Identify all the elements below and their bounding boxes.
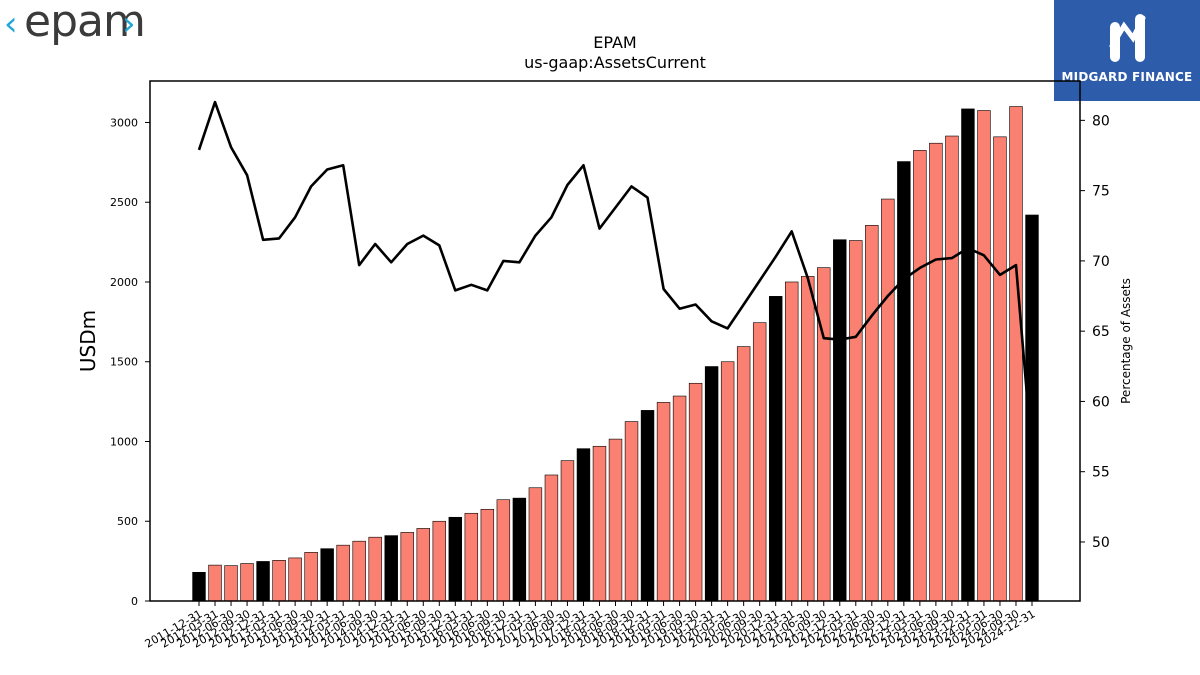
y2-tick-label: 55 bbox=[1092, 465, 1110, 481]
bar bbox=[801, 276, 815, 602]
y-tick-label: 2000 bbox=[110, 276, 138, 289]
bar bbox=[1009, 106, 1023, 602]
bar bbox=[320, 548, 334, 602]
bar bbox=[977, 110, 991, 602]
bar bbox=[865, 225, 879, 602]
bar bbox=[608, 438, 623, 602]
bar-series bbox=[192, 106, 1039, 602]
y2-tick-label: 75 bbox=[1092, 184, 1110, 200]
y2-tick-label: 60 bbox=[1092, 394, 1110, 410]
bar bbox=[881, 198, 895, 602]
bar bbox=[688, 382, 703, 602]
y2-tick-label: 80 bbox=[1092, 113, 1110, 129]
bar bbox=[961, 108, 975, 602]
chart-subtitle: us-gaap:AssetsCurrent bbox=[524, 53, 706, 72]
bar bbox=[368, 536, 382, 602]
bar bbox=[352, 540, 366, 602]
bar bbox=[240, 563, 254, 602]
bar bbox=[945, 135, 959, 602]
bar bbox=[256, 561, 270, 602]
bar bbox=[672, 395, 687, 602]
bar bbox=[704, 366, 719, 602]
y2-tick-label: 65 bbox=[1092, 324, 1110, 340]
y2-axis-label: Percentage of Assets bbox=[1119, 278, 1133, 404]
bar bbox=[208, 564, 222, 602]
bar bbox=[544, 474, 559, 602]
bar bbox=[576, 448, 591, 602]
y-tick-label: 3000 bbox=[110, 116, 138, 129]
bar bbox=[897, 161, 911, 602]
partner-logo-text: MIDGARD FINANCE bbox=[1061, 70, 1193, 84]
plot-frame bbox=[149, 80, 1081, 602]
chart-title: EPAM bbox=[593, 33, 636, 52]
bar bbox=[448, 516, 463, 602]
bar bbox=[528, 487, 543, 602]
bar bbox=[464, 512, 479, 602]
bar bbox=[752, 322, 767, 602]
bar bbox=[400, 532, 414, 602]
bar bbox=[849, 240, 863, 602]
epam-logo: ‹ epam › bbox=[4, 0, 146, 54]
bar bbox=[224, 565, 238, 602]
chevron-right-icon: › bbox=[122, 4, 136, 44]
bar bbox=[480, 508, 495, 602]
right-axis-ticks: 50 55 60 65 70 75 80 bbox=[1080, 113, 1110, 551]
bar bbox=[592, 445, 607, 602]
y-tick-label: 0 bbox=[131, 595, 138, 608]
bar bbox=[288, 557, 302, 602]
bar bbox=[304, 552, 318, 602]
y-tick-label: 500 bbox=[117, 515, 138, 528]
company-logo-text: epam bbox=[24, 0, 144, 47]
bar bbox=[384, 535, 398, 602]
line-series bbox=[197, 100, 1034, 455]
bar bbox=[496, 499, 511, 602]
bar bbox=[736, 346, 751, 602]
chevron-left-icon: ‹ bbox=[4, 4, 18, 44]
bar bbox=[192, 571, 206, 602]
bar bbox=[913, 150, 927, 602]
y-tick-label: 2500 bbox=[110, 196, 138, 209]
bar bbox=[785, 281, 799, 602]
midgard-emblem-icon bbox=[1109, 14, 1146, 62]
y2-tick-label: 50 bbox=[1092, 535, 1110, 551]
bar bbox=[656, 402, 671, 602]
bar bbox=[432, 520, 446, 602]
x-axis-ticks: 2011-12-312012-03-312012-06-302012-09-30… bbox=[143, 601, 1038, 651]
bar bbox=[640, 410, 655, 602]
bar bbox=[416, 528, 430, 602]
y2-tick-label: 70 bbox=[1092, 254, 1110, 270]
bar bbox=[768, 296, 783, 602]
line-path bbox=[197, 100, 1034, 455]
left-axis-ticks: 0 500 1000 1500 2000 2500 3000 bbox=[110, 116, 150, 608]
y-axis-label: USDm bbox=[76, 310, 100, 372]
midgard-finance-logo: MIDGARD FINANCE bbox=[1054, 0, 1200, 101]
y-tick-label: 1000 bbox=[110, 435, 138, 448]
y-tick-label: 1500 bbox=[110, 356, 138, 369]
bar bbox=[512, 497, 527, 602]
bar bbox=[336, 544, 350, 602]
bar bbox=[929, 142, 943, 602]
bar bbox=[272, 560, 286, 602]
bar bbox=[720, 361, 735, 602]
bar bbox=[560, 460, 575, 602]
bar bbox=[624, 421, 639, 602]
bar bbox=[993, 136, 1007, 602]
bar bbox=[833, 239, 847, 602]
